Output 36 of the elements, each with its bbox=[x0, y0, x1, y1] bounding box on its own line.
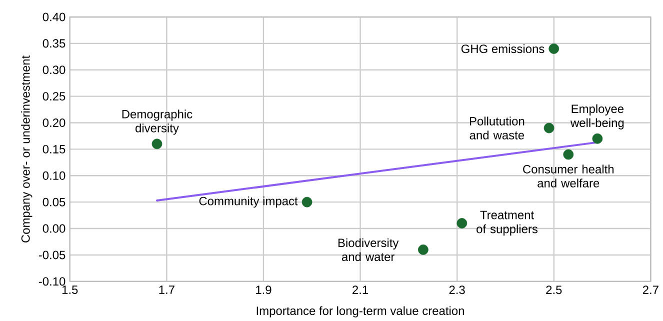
point bbox=[563, 149, 574, 160]
x-tick-label: 2.5 bbox=[546, 285, 562, 294]
annotation: Pollutution and waste bbox=[470, 116, 524, 140]
y-tick-label: -0.05 bbox=[38, 250, 66, 260]
annotation: Biodiversity and water bbox=[338, 238, 399, 261]
y-tick-label: 0.25 bbox=[42, 92, 66, 100]
y-axis-title: Company over- or underinvestment bbox=[21, 55, 32, 242]
y-tick-label: 0.00 bbox=[42, 224, 66, 233]
y-tick-label: 0.15 bbox=[42, 144, 66, 154]
x-tick-label: 1.7 bbox=[159, 285, 174, 294]
x-tick-label: 2.7 bbox=[642, 285, 658, 294]
annotation: Treatment of suppliers bbox=[476, 210, 538, 236]
y-tick-label: 0.35 bbox=[42, 38, 66, 48]
annotation: Community impact bbox=[199, 196, 298, 208]
y-tick-label: 0.05 bbox=[42, 198, 66, 206]
point bbox=[418, 244, 428, 255]
x-tick-label: 2.3 bbox=[449, 285, 465, 294]
point bbox=[152, 138, 162, 149]
y-tick-label: -0.10 bbox=[38, 276, 66, 286]
annotation: Employee well-being bbox=[570, 104, 624, 130]
x-tick-label: 1.9 bbox=[256, 285, 272, 294]
x-tick-label: 2.1 bbox=[352, 285, 368, 294]
y-tick-label: 0.10 bbox=[42, 171, 66, 180]
point bbox=[592, 133, 603, 144]
point bbox=[456, 218, 468, 228]
y-tick-label: 0.20 bbox=[42, 118, 66, 127]
y-tick-label: 0.40 bbox=[42, 12, 66, 21]
x-axis-title: Importance for long-term value creation bbox=[256, 306, 464, 318]
x-tick-label: 1.5 bbox=[62, 285, 78, 294]
y-tick-label: 0.30 bbox=[42, 65, 66, 74]
annotation: GHG emissions bbox=[461, 44, 544, 53]
annotation: Demographic diversity bbox=[122, 109, 192, 135]
annotation: Consumer health and welfare bbox=[523, 164, 614, 188]
point bbox=[302, 196, 312, 208]
point bbox=[544, 122, 554, 134]
point bbox=[548, 43, 560, 54]
